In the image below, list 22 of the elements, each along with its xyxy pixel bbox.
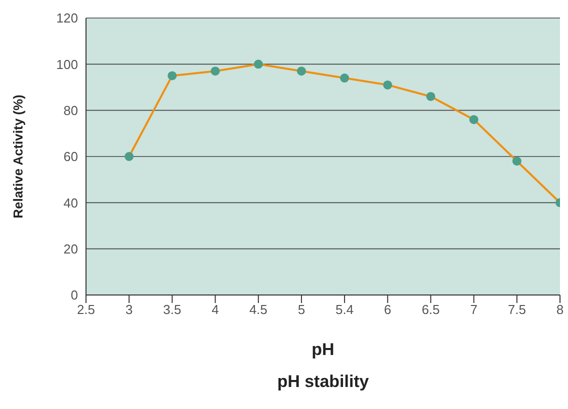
x-axis-title: pH [310, 340, 336, 360]
x-tick-label: 7 [470, 302, 478, 318]
x-tick-label: 6.5 [422, 302, 440, 318]
x-tick-label: 8 [556, 302, 564, 318]
y-tick-label: 80 [64, 102, 78, 118]
y-axis-title: Relative Activity (%) [10, 94, 26, 218]
y-tick-label: 120 [56, 10, 78, 26]
x-tick-label: 6 [384, 302, 392, 318]
x-tick-label: 5 [298, 302, 306, 318]
y-tick-label: 0 [70, 288, 78, 303]
y-tick-label: 20 [64, 241, 78, 256]
y-tick-label: 60 [64, 149, 78, 164]
x-tick-label: 7.5 [508, 302, 526, 318]
y-tick-label: 100 [56, 56, 78, 72]
text: pH stability [276, 372, 370, 392]
x-tick-label: 4 [212, 302, 219, 318]
x-tick-label: 5.4 [336, 302, 354, 318]
y-tick-label: 40 [64, 195, 78, 210]
x-tick-label: 3.5 [163, 302, 182, 318]
x-tick-label: 4.5 [249, 302, 268, 318]
x-tick-label: 3 [125, 302, 133, 318]
x-tick-label: 2.5 [76, 302, 96, 318]
